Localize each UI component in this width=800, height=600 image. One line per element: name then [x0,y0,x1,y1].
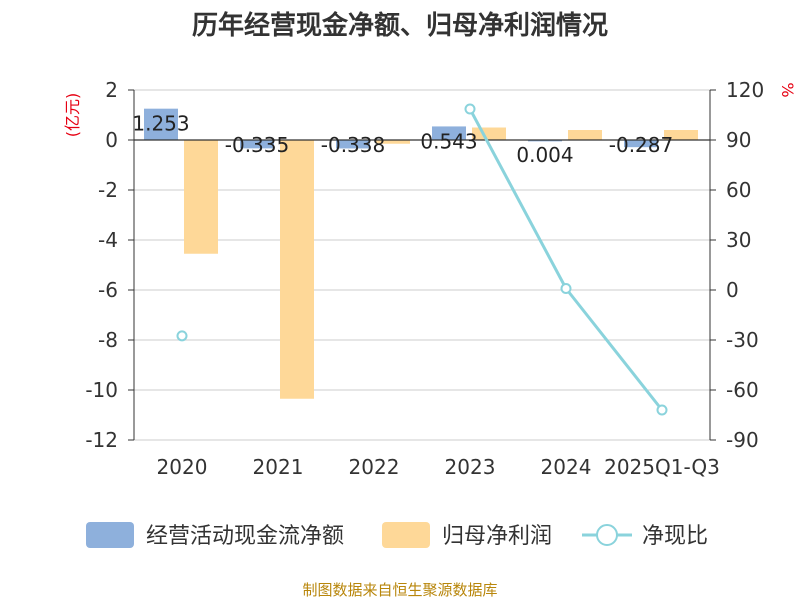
y-left-tick-label: -8 [98,328,118,352]
bar-cashflow [528,139,562,142]
y-left-tick-label: -10 [85,378,118,402]
data-label-cashflow: -0.338 [321,133,385,157]
x-tick-label: 2024 [541,455,592,479]
legend-item-netprofit[interactable]: 归母净利润 [382,522,552,549]
line-point-ratio [464,103,476,115]
data-label-cashflow: 0.004 [516,143,573,167]
y-right-tick-label: 60 [726,178,751,202]
line-point-ratio [656,404,668,416]
line-segment-ratio [564,287,664,411]
legend-item-cashflow[interactable]: 经营活动现金流净额 [86,522,344,549]
bar-cashflow [144,108,178,140]
y-left-tick-label: -6 [98,278,118,302]
x-tick-label: 2020 [157,455,208,479]
line-marks [176,103,668,416]
bar-cashflow [432,126,466,140]
y-left-tick-label: -2 [98,178,118,202]
bar-netprofit [280,140,314,399]
bar-cashflow [624,140,658,148]
data-label-cashflow: 1.253 [132,112,189,136]
bar-netprofit [568,130,602,140]
data-label-cashflow: -0.335 [225,133,289,157]
line-segment-ratio [468,108,568,290]
axes: 2 0 -2 -4 -6 -8 -10 -12 120 90 60 30 0 -30 -60 -90 2020 2… [85,78,764,479]
bar-marks [144,108,698,399]
y-right-tick-label: -30 [726,328,759,352]
y-right-tick-label: -90 [726,428,759,452]
legend[interactable]: 经营活动现金流净额 归母净利润 净现比 [86,522,708,549]
legend-item-ratio[interactable]: 净现比 [582,524,708,549]
y-right-tick-label: -60 [726,378,759,402]
bar-netprofit [664,130,698,140]
y-right-label: % [778,82,797,97]
y-right-tick-label: 90 [726,128,751,152]
legend-label-netprofit: 归母净利润 [442,524,552,549]
bar-netprofit [184,140,218,254]
x-tick-label: 2025Q1-Q3 [604,455,720,479]
y-left-tick-label: 2 [105,78,118,102]
y-left-tick-label: -4 [98,228,118,252]
y-left-tick-label: -12 [85,428,118,452]
x-tick-label: 2021 [253,455,304,479]
legend-swatch-cashflow [86,522,134,548]
bar-netprofit [376,140,410,144]
legend-swatch-netprofit [382,522,430,548]
x-tick-label: 2023 [445,455,496,479]
line-point-ratio [560,283,572,294]
legend-marker-ratio [596,524,618,546]
bar-cashflow [240,140,274,149]
data-labels: 1.253 -0.335 -0.338 0.543 0.004 -0.287 [132,112,673,167]
chart-title: 历年经营现金净额、归母净利润情况 [192,10,608,41]
source-note: 制图数据来自恒生聚源数据库 [302,581,497,599]
y-left-label: (亿元) [63,93,82,138]
data-label-cashflow: -0.287 [609,133,673,157]
y-right-tick-label: 0 [726,278,739,302]
legend-label-cashflow: 经营活动现金流净额 [146,524,344,549]
y-right-tick-label: 120 [726,78,764,102]
data-label-cashflow: 0.543 [420,129,477,153]
line-point-ratio [176,330,188,342]
x-tick-label: 2022 [349,455,400,479]
y-right-tick-label: 30 [726,228,751,252]
legend-label-ratio: 净现比 [642,524,708,549]
y-left-tick-label: 0 [105,128,118,152]
bar-cashflow [336,140,370,149]
